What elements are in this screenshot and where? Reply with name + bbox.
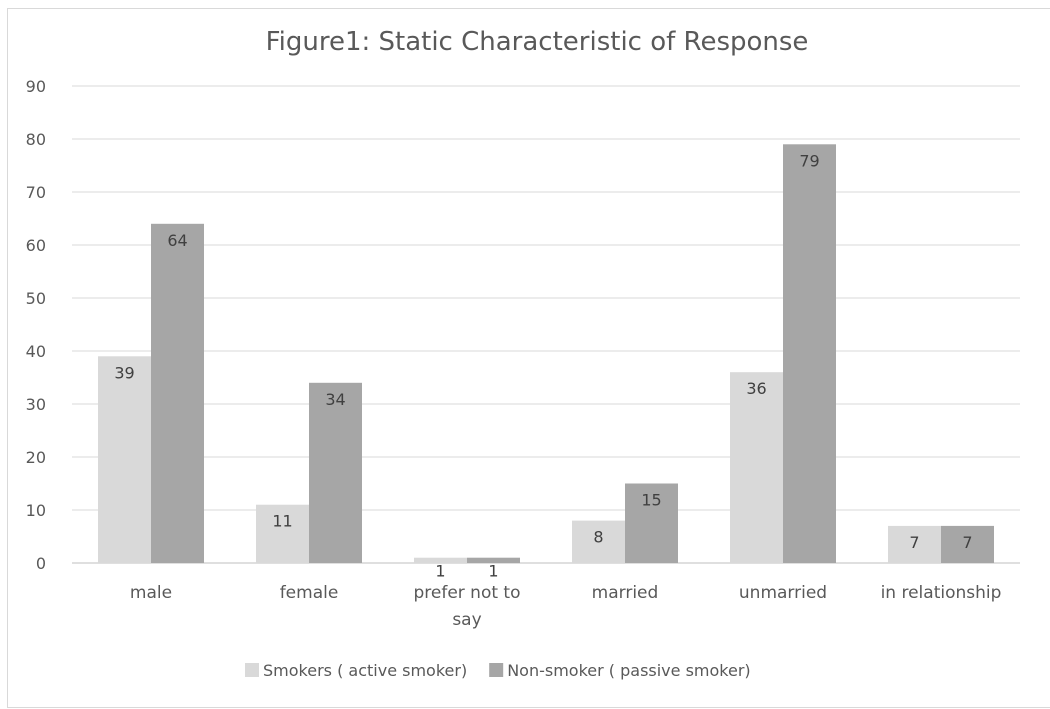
data-label: 34 [325, 390, 345, 409]
bar [625, 483, 678, 563]
bar [309, 382, 362, 563]
data-label: 64 [167, 231, 187, 250]
bar [572, 520, 625, 563]
x-axis-categories: male female prefer not to say married unmarri… [130, 583, 1002, 630]
bar [414, 557, 467, 563]
y-tick-label: 90 [26, 77, 46, 96]
y-tick-label: 10 [26, 501, 46, 520]
legend-label: Smokers ( active smoker) [263, 661, 467, 680]
bar [730, 372, 783, 563]
legend-label: Non-smoker ( passive smoker) [507, 661, 750, 680]
y-tick-label: 50 [26, 289, 46, 308]
bar [256, 504, 309, 563]
y-tick-label: 20 [26, 448, 46, 467]
data-label: 8 [593, 528, 603, 547]
y-tick-label: 60 [26, 236, 46, 255]
y-tick-label: 80 [26, 130, 46, 149]
bar [888, 525, 941, 563]
y-tick-label: 70 [26, 183, 46, 202]
y-axis-ticks: 0 10 20 30 40 50 60 70 80 90 [26, 77, 46, 573]
legend: Smokers ( active smoker) Non-smoker ( pas… [245, 661, 751, 680]
x-category-label: female [280, 583, 339, 603]
data-label: 11 [272, 512, 292, 531]
bar [467, 557, 520, 563]
data-label: 39 [114, 363, 134, 382]
bar [941, 525, 994, 563]
data-label: 15 [641, 491, 661, 510]
chart-title: Figure1: Static Characteristic of Respon… [266, 27, 809, 57]
bar [98, 356, 151, 563]
y-tick-label: 40 [26, 342, 46, 361]
y-tick-label: 0 [36, 554, 46, 573]
legend-swatch [489, 663, 504, 677]
gridlines [72, 85, 1020, 564]
x-category-label: married [592, 583, 659, 603]
data-label: 1 [488, 562, 498, 581]
bar [151, 223, 204, 564]
data-label: 79 [799, 151, 819, 170]
bars [98, 144, 994, 564]
bar [783, 144, 836, 564]
data-label: 7 [962, 533, 972, 552]
data-label: 36 [746, 379, 766, 398]
legend-swatch [245, 663, 259, 677]
x-category-label: prefer not to say [413, 583, 520, 630]
x-category-label: male [130, 583, 172, 603]
x-category-label: in relationship [881, 583, 1002, 603]
data-label: 1 [435, 562, 445, 581]
y-tick-label: 30 [26, 395, 46, 414]
x-category-label: unmarried [739, 583, 827, 603]
data-label: 7 [909, 533, 919, 552]
